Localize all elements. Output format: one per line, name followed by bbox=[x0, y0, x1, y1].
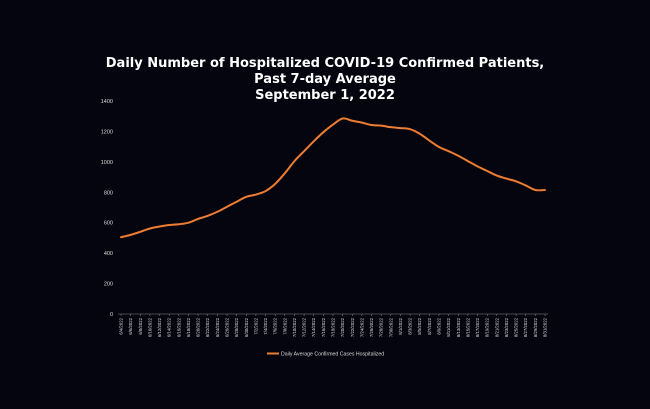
x-tick-label: 8/3/2022 bbox=[408, 317, 413, 334]
x-tick-label: 8/31/2022 bbox=[543, 317, 548, 337]
x-tick-label: 6/12/2022 bbox=[157, 317, 162, 337]
legend: Daily Average Confirmed Cases Hospitaliz… bbox=[267, 352, 384, 358]
x-tick-label: 6/8/2022 bbox=[138, 317, 143, 334]
x-tick-label: 7/16/2022 bbox=[321, 317, 326, 337]
x-tick-label: 8/11/2022 bbox=[446, 317, 451, 336]
x-tick-label: 7/2/2022 bbox=[253, 317, 258, 334]
y-tick-label: 1400 bbox=[101, 99, 113, 105]
y-tick-label: 200 bbox=[104, 282, 113, 288]
x-tick-label: 6/26/2022 bbox=[225, 317, 230, 337]
x-tick-label: 8/9/2022 bbox=[437, 317, 442, 334]
legend-label: Daily Average Confirmed Cases Hospitaliz… bbox=[281, 352, 384, 358]
plot-area bbox=[120, 117, 546, 239]
x-tick-label: 7/20/2022 bbox=[340, 317, 345, 337]
x-tick-label: 8/21/2022 bbox=[494, 317, 499, 337]
chart-title-line-3: September 1, 2022 bbox=[255, 88, 395, 103]
x-tick-label: 7/30/2022 bbox=[388, 317, 393, 337]
x-axis: 6/4/2022 6/6/2022 6/8/2022 6/10/2022 6/12/20… bbox=[118, 313, 548, 337]
x-tick-label: 7/18/2022 bbox=[331, 317, 336, 337]
x-tick-label: 8/15/2022 bbox=[465, 317, 470, 337]
x-tick-label: 7/8/2022 bbox=[282, 317, 287, 334]
x-tick-label: 6/28/2022 bbox=[234, 317, 239, 337]
x-tick-label: 6/24/2022 bbox=[215, 317, 220, 337]
x-tick-label: 6/4/2022 bbox=[119, 317, 124, 334]
chart-title-line-1: Daily Number of Hospitalized COVID-19 Co… bbox=[106, 56, 545, 71]
y-tick-label: 1200 bbox=[101, 129, 113, 135]
x-tick-label: 7/4/2022 bbox=[263, 317, 268, 334]
series-line bbox=[120, 117, 546, 239]
y-tick-label: 0 bbox=[110, 312, 113, 318]
x-tick-label: 8/13/2022 bbox=[456, 317, 461, 337]
x-tick-label: 7/26/2022 bbox=[369, 317, 374, 337]
y-tick-label: 400 bbox=[104, 251, 113, 257]
y-tick-label: 600 bbox=[104, 221, 113, 227]
x-tick-label: 7/6/2022 bbox=[273, 317, 278, 334]
x-tick-label: 8/17/2022 bbox=[475, 317, 480, 337]
x-tick-label: 8/1/2022 bbox=[398, 317, 403, 334]
x-tick-label: 6/20/2022 bbox=[196, 317, 201, 337]
x-tick-label: 7/12/2022 bbox=[302, 317, 307, 337]
x-tick-label: 8/29/2022 bbox=[533, 317, 538, 337]
x-tick-label: 6/30/2022 bbox=[244, 317, 249, 337]
x-tick-label: 6/6/2022 bbox=[128, 317, 133, 334]
y-axis: 0 200 400 600 800 1000 1200 1400 bbox=[101, 99, 113, 318]
y-tick-label: 800 bbox=[104, 190, 113, 196]
chart-title-line-2: Past 7-day Average bbox=[254, 72, 396, 87]
x-tick-label: 7/28/2022 bbox=[379, 317, 384, 337]
x-tick-label: 7/24/2022 bbox=[359, 317, 364, 337]
x-tick-label: 8/27/2022 bbox=[523, 317, 528, 337]
x-tick-label: 6/22/2022 bbox=[205, 317, 210, 337]
y-tick-label: 1000 bbox=[101, 160, 113, 166]
x-tick-label: 6/10/2022 bbox=[147, 317, 152, 337]
x-tick-label: 6/14/2022 bbox=[167, 317, 172, 337]
chart-title: Daily Number of Hospitalized COVID-19 Co… bbox=[106, 56, 545, 103]
x-tick-label: 8/5/2022 bbox=[417, 317, 422, 334]
x-tick-label: 8/23/2022 bbox=[504, 317, 509, 337]
x-tick-label: 8/25/2022 bbox=[514, 317, 519, 337]
x-tick-label: 6/16/2022 bbox=[176, 317, 181, 337]
x-tick-label: 7/10/2022 bbox=[292, 317, 297, 337]
x-tick-label: 8/7/2022 bbox=[427, 317, 432, 334]
x-tick-label: 7/14/2022 bbox=[311, 317, 316, 337]
x-tick-label: 6/18/2022 bbox=[186, 317, 191, 337]
x-tick-label: 7/22/2022 bbox=[350, 317, 355, 337]
x-tick-label: 8/19/2022 bbox=[485, 317, 490, 337]
